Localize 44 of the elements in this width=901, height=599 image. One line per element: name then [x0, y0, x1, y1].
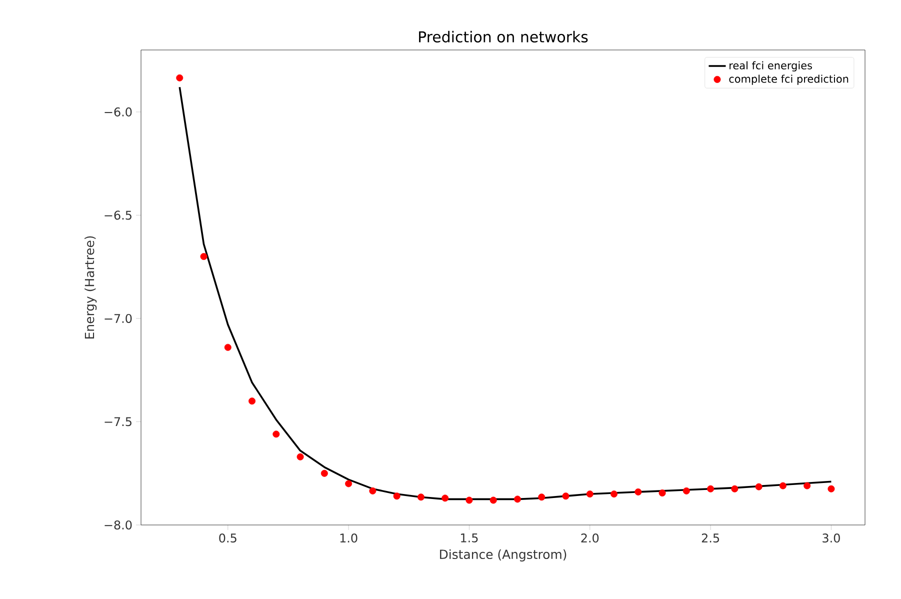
x-tick-label: 2.0 [581, 534, 599, 543]
point [658, 489, 666, 496]
point [200, 253, 208, 260]
point [320, 470, 328, 477]
y-tick-label: −7.0 [104, 314, 132, 323]
point [417, 494, 424, 501]
point [272, 430, 280, 438]
chart-title: Prediction on networks [419, 30, 588, 42]
point [296, 453, 304, 460]
x-tick-label: 1.0 [340, 534, 358, 543]
legend-label: complete fci prediction [729, 74, 848, 85]
point [369, 487, 376, 494]
point [634, 488, 642, 496]
point [804, 482, 811, 490]
point [828, 485, 835, 492]
point [586, 490, 594, 498]
point [562, 492, 570, 500]
point [224, 344, 232, 351]
y-tick-label: −6.0 [104, 107, 132, 116]
point [442, 494, 449, 502]
point [514, 496, 521, 503]
point [248, 398, 256, 405]
y-tick-label: −8.0 [104, 520, 132, 530]
point [779, 482, 786, 490]
y-axis-title: Energy (Hartree) [84, 236, 97, 338]
x-tick-label: 0.5 [219, 534, 236, 543]
point [731, 485, 738, 492]
point [707, 485, 714, 492]
y-tick-label: −7.5 [104, 417, 132, 426]
point [466, 496, 473, 504]
x-tick-label: 3.0 [822, 534, 840, 543]
point [538, 494, 546, 501]
legend-label: real fci energies [730, 61, 812, 72]
point [490, 496, 497, 504]
y-tick-label: −6.5 [104, 210, 132, 220]
x-tick-label: 2.5 [702, 534, 720, 543]
x-axis-title: Distance (Angstrom) [440, 549, 566, 562]
point [393, 492, 400, 500]
point [345, 480, 352, 488]
point [610, 490, 618, 498]
point [682, 487, 690, 494]
x-tick-label: 1.5 [461, 534, 478, 542]
point [755, 483, 762, 490]
point [176, 74, 184, 82]
